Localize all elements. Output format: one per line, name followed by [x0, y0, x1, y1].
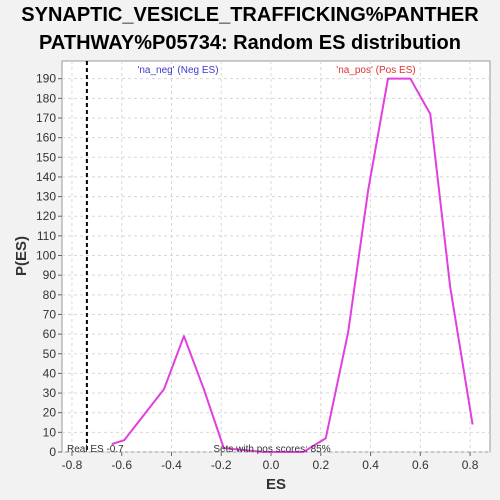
y-tick-label: 160 [36, 131, 56, 145]
y-tick-label: 60 [43, 327, 57, 341]
neg-es-label: 'na_neg' (Neg ES) [137, 65, 218, 76]
x-tick-label: -0.2 [211, 458, 232, 472]
y-axis: 0 10 20 30 40 50 60 70 80 90 100 110 120 130 140 150 160… [36, 72, 62, 459]
y-tick-label: 20 [43, 406, 57, 420]
y-tick-label: 120 [36, 209, 56, 223]
y-tick-label: 30 [43, 386, 57, 400]
pos-es-label: 'na_pos' (Pos ES) [336, 65, 415, 76]
chart-title-line-1: SYNAPTIC_VESICLE_TRAFFICKING%PANTHER [21, 4, 479, 26]
title: SYNAPTIC_VESICLE_TRAFFICKING%PANTHER PAT… [21, 4, 479, 54]
y-tick-label: 130 [36, 190, 56, 204]
y-tick-label: 180 [36, 91, 56, 105]
y-tick-label: 190 [36, 72, 56, 86]
pos-scores-annotation: Sets with pos scores: 85% [213, 444, 330, 455]
y-axis-label: P(ES) [13, 236, 30, 276]
x-tick-label: -0.8 [62, 458, 83, 472]
y-tick-label: 100 [36, 249, 56, 263]
plot-area [61, 60, 491, 453]
y-tick-label: 80 [43, 288, 57, 302]
y-tick-label: 40 [43, 366, 57, 380]
y-tick-label: 170 [36, 111, 56, 125]
real-es-annotation: Real ES -0.7 [67, 444, 124, 455]
series-line [111, 77, 474, 453]
x-tick-label: 0.2 [312, 458, 329, 472]
x-tick-label: 0.6 [412, 458, 429, 472]
x-tick-label: -0.4 [161, 458, 182, 472]
y-tick-label: 50 [43, 347, 57, 361]
y-tick-label: 10 [43, 425, 57, 439]
x-tick-label: 0.8 [462, 458, 479, 472]
x-axis-label: ES [266, 476, 286, 493]
x-axis: -0.8 -0.6 -0.4 -0.2 0.0 0.2 0.4 0.6 0.8 [62, 452, 479, 472]
x-tick-label: 0.0 [263, 458, 280, 472]
y-tick-label: 110 [37, 229, 56, 243]
y-tick-label: 70 [43, 307, 57, 321]
chart-title-line-2: PATHWAY%P05734: Random ES distribution [39, 32, 461, 54]
grid [62, 61, 490, 453]
y-tick-label: 0 [49, 445, 56, 459]
y-tick-label: 90 [43, 268, 57, 282]
x-tick-label: 0.4 [362, 458, 379, 472]
y-tick-label: 140 [36, 170, 56, 184]
x-tick-label: -0.6 [111, 458, 132, 472]
y-tick-label: 150 [36, 150, 56, 164]
